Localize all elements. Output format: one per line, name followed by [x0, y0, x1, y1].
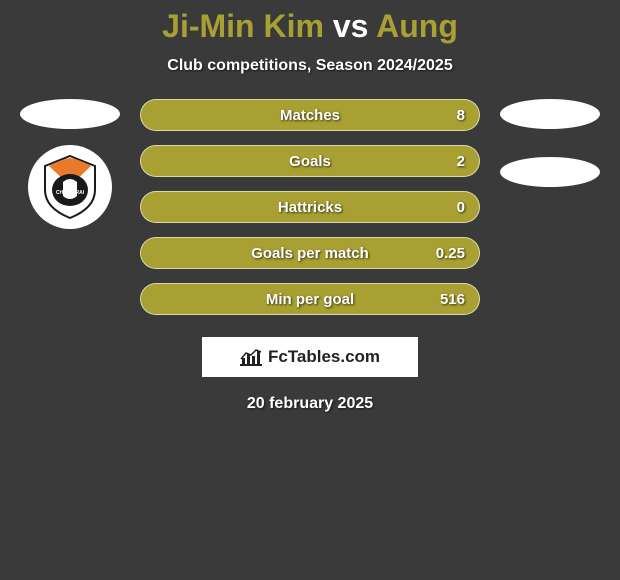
comparison-card: Ji-Min Kim vs Aung Club competitions, Se…: [0, 0, 620, 413]
stat-bar-goals: Goals 2: [140, 145, 480, 177]
stats-column: Matches 8 Goals 2 Hattricks 0 Goals per …: [140, 99, 480, 315]
subtitle: Club competitions, Season 2024/2025: [0, 57, 620, 75]
brand-chart-icon: [240, 348, 262, 366]
player2-ellipse-1: [500, 99, 600, 129]
date-text: 20 february 2025: [0, 395, 620, 413]
player2-name: Aung: [376, 8, 458, 44]
stat-label: Hattricks: [278, 199, 342, 216]
stat-value: 2: [457, 153, 465, 170]
page-title: Ji-Min Kim vs Aung: [0, 8, 620, 45]
stat-label: Goals per match: [251, 245, 369, 262]
team-logo-icon: CHIANGRAI: [35, 152, 105, 222]
player1-ellipse: [20, 99, 120, 129]
stat-value: 0.25: [436, 245, 465, 262]
brand-text: FcTables.com: [268, 347, 380, 367]
stat-value: 8: [457, 107, 465, 124]
vs-text: vs: [333, 8, 369, 44]
main-grid: CHIANGRAI Matches 8 Goals 2 Hattricks 0 …: [0, 99, 620, 315]
player1-name: Ji-Min Kim: [162, 8, 324, 44]
stat-bar-min-per-goal: Min per goal 516: [140, 283, 480, 315]
player2-ellipse-2: [500, 157, 600, 187]
stat-value: 516: [440, 291, 465, 308]
stat-label: Matches: [280, 107, 340, 124]
brand-box[interactable]: FcTables.com: [202, 337, 418, 377]
right-column: [490, 99, 610, 315]
stat-label: Min per goal: [266, 291, 354, 308]
stat-label: Goals: [289, 153, 331, 170]
stat-bar-goals-per-match: Goals per match 0.25: [140, 237, 480, 269]
team-badge: CHIANGRAI: [28, 145, 112, 229]
stat-value: 0: [457, 199, 465, 216]
stat-bar-hattricks: Hattricks 0: [140, 191, 480, 223]
left-column: CHIANGRAI: [10, 99, 130, 315]
badge-label: CHIANGRAI: [56, 190, 85, 196]
stat-bar-matches: Matches 8: [140, 99, 480, 131]
